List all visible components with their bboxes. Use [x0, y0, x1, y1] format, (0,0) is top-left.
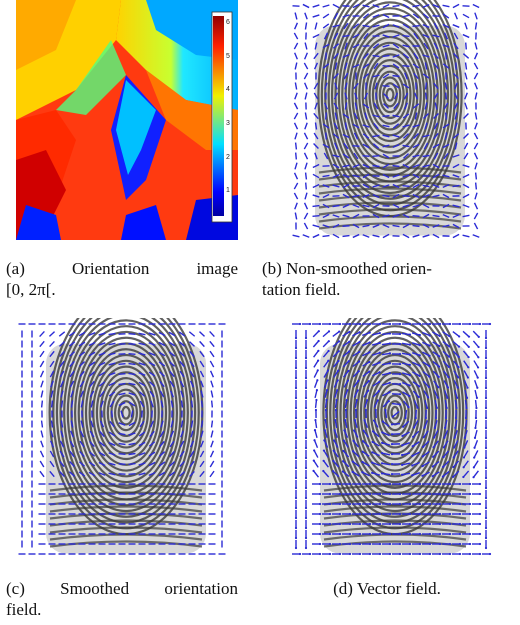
caption-a-word2: image: [196, 259, 238, 278]
fingerprint-ridges: [46, 318, 206, 554]
caption-b: (b) Non-smoothed orien- tation field.: [262, 258, 512, 300]
caption-d-text: (d) Vector field.: [333, 579, 441, 598]
caption-c: (c) Smoothed orientation field.: [6, 578, 238, 620]
orientation-image: 6 5 4 3 2 1: [16, 0, 238, 240]
smoothed-field-panel: [16, 318, 236, 560]
caption-c-word2: orientation: [164, 579, 238, 598]
caption-c-tag: (c): [6, 579, 25, 598]
caption-a-tag: (a): [6, 259, 25, 278]
colorbar-tick-2: 2: [226, 154, 230, 161]
colorbar-tick-4: 4: [226, 86, 230, 93]
orientation-lines: [292, 322, 492, 556]
colorbar-tick-3: 3: [226, 120, 230, 127]
caption-a: (a) Orientation image [0, 2π[.: [6, 258, 238, 300]
vector-field-image: [292, 318, 492, 556]
caption-a-word1: Orientation: [71, 259, 150, 278]
orientation-lines: [18, 323, 226, 555]
caption-b-line1: (b) Non-smoothed orien-: [262, 259, 432, 278]
fingerprint-ridges: [315, 0, 465, 236]
caption-a-line2: [0, 2π[.: [6, 280, 56, 299]
smoothed-field-image: [18, 318, 226, 555]
orientation-lines: [292, 3, 480, 239]
colorbar-ticks: 6 5 4 3 2 1: [226, 19, 230, 194]
colorbar-tick-6: 6: [226, 19, 230, 26]
vector-field-panel: [290, 318, 500, 560]
non-smoothed-field-image: [292, 0, 480, 239]
non-smoothed-field-panel: [290, 0, 490, 242]
caption-c-word1: Smoothed: [60, 579, 130, 598]
colorbar-tick-1: 1: [226, 187, 230, 194]
caption-c-line2: field.: [6, 600, 42, 619]
colorbar-tick-5: 5: [226, 53, 230, 60]
orientation-image-panel: 6 5 4 3 2 1: [16, 0, 238, 240]
caption-b-line2: tation field.: [262, 280, 341, 299]
caption-d: (d) Vector field.: [262, 578, 512, 599]
